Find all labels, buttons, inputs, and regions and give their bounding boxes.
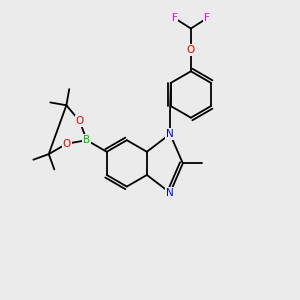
Text: F: F (172, 13, 178, 23)
Text: N: N (166, 129, 174, 139)
Text: O: O (76, 116, 84, 126)
Text: O: O (63, 139, 71, 149)
Text: O: O (187, 45, 195, 55)
Text: B: B (83, 135, 90, 145)
Text: F: F (204, 13, 210, 23)
Text: N: N (166, 188, 174, 198)
